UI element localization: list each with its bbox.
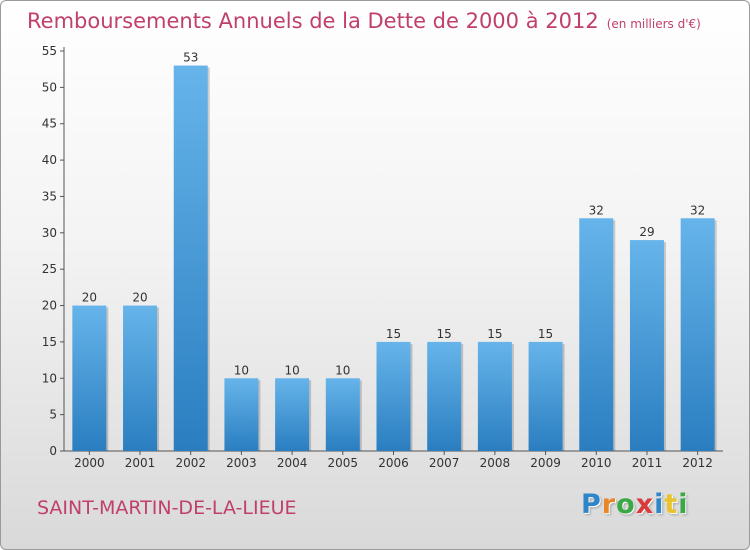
bar: [528, 341, 563, 451]
x-tick-label: 2009: [530, 456, 561, 470]
y-tick-label: 40: [42, 153, 57, 167]
x-tick-label: 2004: [277, 456, 308, 470]
y-tick-label: 30: [42, 226, 57, 240]
x-tick-label: 2012: [682, 456, 713, 470]
y-tick-label: 0: [49, 444, 57, 458]
x-tick-label: 2005: [328, 456, 359, 470]
logo-letter: i: [654, 489, 665, 520]
logo-letter: t: [664, 489, 679, 520]
x-tick-label: 2011: [632, 456, 663, 470]
chart-title-text: Remboursements Annuels de la Dette de 20…: [27, 9, 599, 33]
bar-value-label: 15: [538, 327, 553, 341]
bar-value-label: 10: [234, 363, 249, 377]
x-tick-label: 2003: [226, 456, 257, 470]
bar-value-label: 29: [639, 225, 654, 239]
bar: [680, 218, 715, 451]
y-tick-label: 15: [42, 335, 57, 349]
logo-letter: P: [581, 489, 602, 520]
bar-value-label: 15: [386, 327, 401, 341]
y-tick-label: 35: [42, 189, 57, 203]
y-tick-label: 45: [42, 117, 57, 131]
y-tick-label: 55: [42, 44, 57, 58]
bar: [427, 341, 462, 451]
bar-value-label: 32: [690, 203, 705, 217]
bar: [224, 378, 259, 451]
logo-letter: o: [616, 489, 636, 520]
y-tick-label: 5: [49, 408, 57, 422]
bar: [477, 341, 512, 451]
x-tick-label: 2008: [480, 456, 511, 470]
x-tick-label: 2010: [581, 456, 612, 470]
chart-unit: (en milliers d'€): [606, 17, 701, 31]
bar-value-label: 32: [589, 203, 604, 217]
bar: [629, 240, 664, 451]
bar: [579, 218, 614, 451]
bar: [173, 65, 208, 451]
y-tick-label: 20: [42, 299, 57, 313]
bar: [72, 305, 107, 451]
x-tick-label: 2000: [74, 456, 105, 470]
y-tick-label: 10: [42, 371, 57, 385]
x-tick-label: 2002: [175, 456, 206, 470]
x-tick-label: 2001: [125, 456, 156, 470]
logo-letter: i: [678, 489, 689, 520]
bar-value-label: 53: [183, 51, 198, 65]
bar-value-label: 10: [284, 363, 299, 377]
proxiti-logo: Proxiti: [581, 489, 689, 520]
bar-value-label: 10: [335, 363, 350, 377]
bar-value-label: 15: [487, 327, 502, 341]
bar-value-label: 15: [437, 327, 452, 341]
bar-value-label: 20: [132, 291, 147, 305]
chart-title: Remboursements Annuels de la Dette de 20…: [27, 9, 701, 33]
bar: [275, 378, 310, 451]
logo-letter: x: [635, 489, 655, 520]
x-tick-label: 2007: [429, 456, 460, 470]
y-tick-label: 25: [42, 262, 57, 276]
town-name: SAINT-MARTIN-DE-LA-LIEUE: [37, 497, 297, 519]
bar-value-label: 20: [82, 291, 97, 305]
logo-letter: r: [601, 489, 617, 520]
bar: [123, 305, 158, 451]
y-tick-label: 50: [42, 80, 57, 94]
bar: [325, 378, 360, 451]
bar: [376, 341, 411, 451]
x-tick-label: 2006: [378, 456, 409, 470]
